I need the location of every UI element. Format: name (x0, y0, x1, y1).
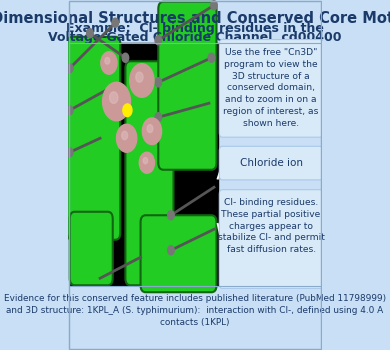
FancyBboxPatch shape (219, 190, 323, 288)
Circle shape (87, 29, 93, 38)
Circle shape (110, 92, 118, 104)
Text: Example:  Cl- binding residues in the: Example: Cl- binding residues in the (66, 22, 324, 35)
Circle shape (103, 82, 130, 121)
Circle shape (139, 152, 154, 173)
Circle shape (122, 131, 128, 140)
FancyBboxPatch shape (70, 212, 113, 285)
FancyBboxPatch shape (140, 215, 216, 292)
Circle shape (208, 53, 215, 62)
Text: Evidence for this conserved feature includes published literature (PubMed 117989: Evidence for this conserved feature incl… (4, 294, 386, 327)
Circle shape (155, 78, 161, 87)
FancyBboxPatch shape (126, 61, 174, 285)
FancyBboxPatch shape (219, 146, 323, 180)
Circle shape (112, 18, 119, 27)
Circle shape (155, 36, 161, 45)
Circle shape (66, 64, 73, 73)
Circle shape (136, 72, 143, 82)
Circle shape (122, 53, 129, 62)
Text: 3-Dimensional Structures and Conserved Core Motifs: 3-Dimensional Structures and Conserved C… (0, 11, 390, 26)
Text: Chloride ion: Chloride ion (239, 158, 303, 168)
Circle shape (130, 64, 154, 97)
FancyBboxPatch shape (67, 37, 121, 240)
Circle shape (168, 246, 174, 255)
Circle shape (143, 158, 148, 164)
Circle shape (147, 125, 153, 133)
Circle shape (66, 148, 73, 157)
Circle shape (105, 57, 110, 64)
Text: Cl- binding residues.
These partial positive
charges appear to
stabilize Cl- and: Cl- binding residues. These partial posi… (218, 198, 324, 254)
FancyBboxPatch shape (70, 43, 218, 285)
Text: Use the free "Cn3D"
program to view the
3D structure of a
conserved domain,
and : Use the free "Cn3D" program to view the … (223, 48, 319, 128)
Circle shape (211, 1, 217, 10)
FancyBboxPatch shape (158, 2, 216, 170)
Text: Voltage-Gated Chloride Channel, cd00400: Voltage-Gated Chloride Channel, cd00400 (48, 32, 342, 44)
Circle shape (168, 211, 174, 220)
FancyBboxPatch shape (219, 40, 323, 137)
Circle shape (66, 106, 73, 115)
Circle shape (101, 52, 117, 74)
Circle shape (155, 113, 161, 122)
Circle shape (142, 118, 161, 145)
Circle shape (117, 124, 137, 152)
Circle shape (123, 104, 132, 117)
